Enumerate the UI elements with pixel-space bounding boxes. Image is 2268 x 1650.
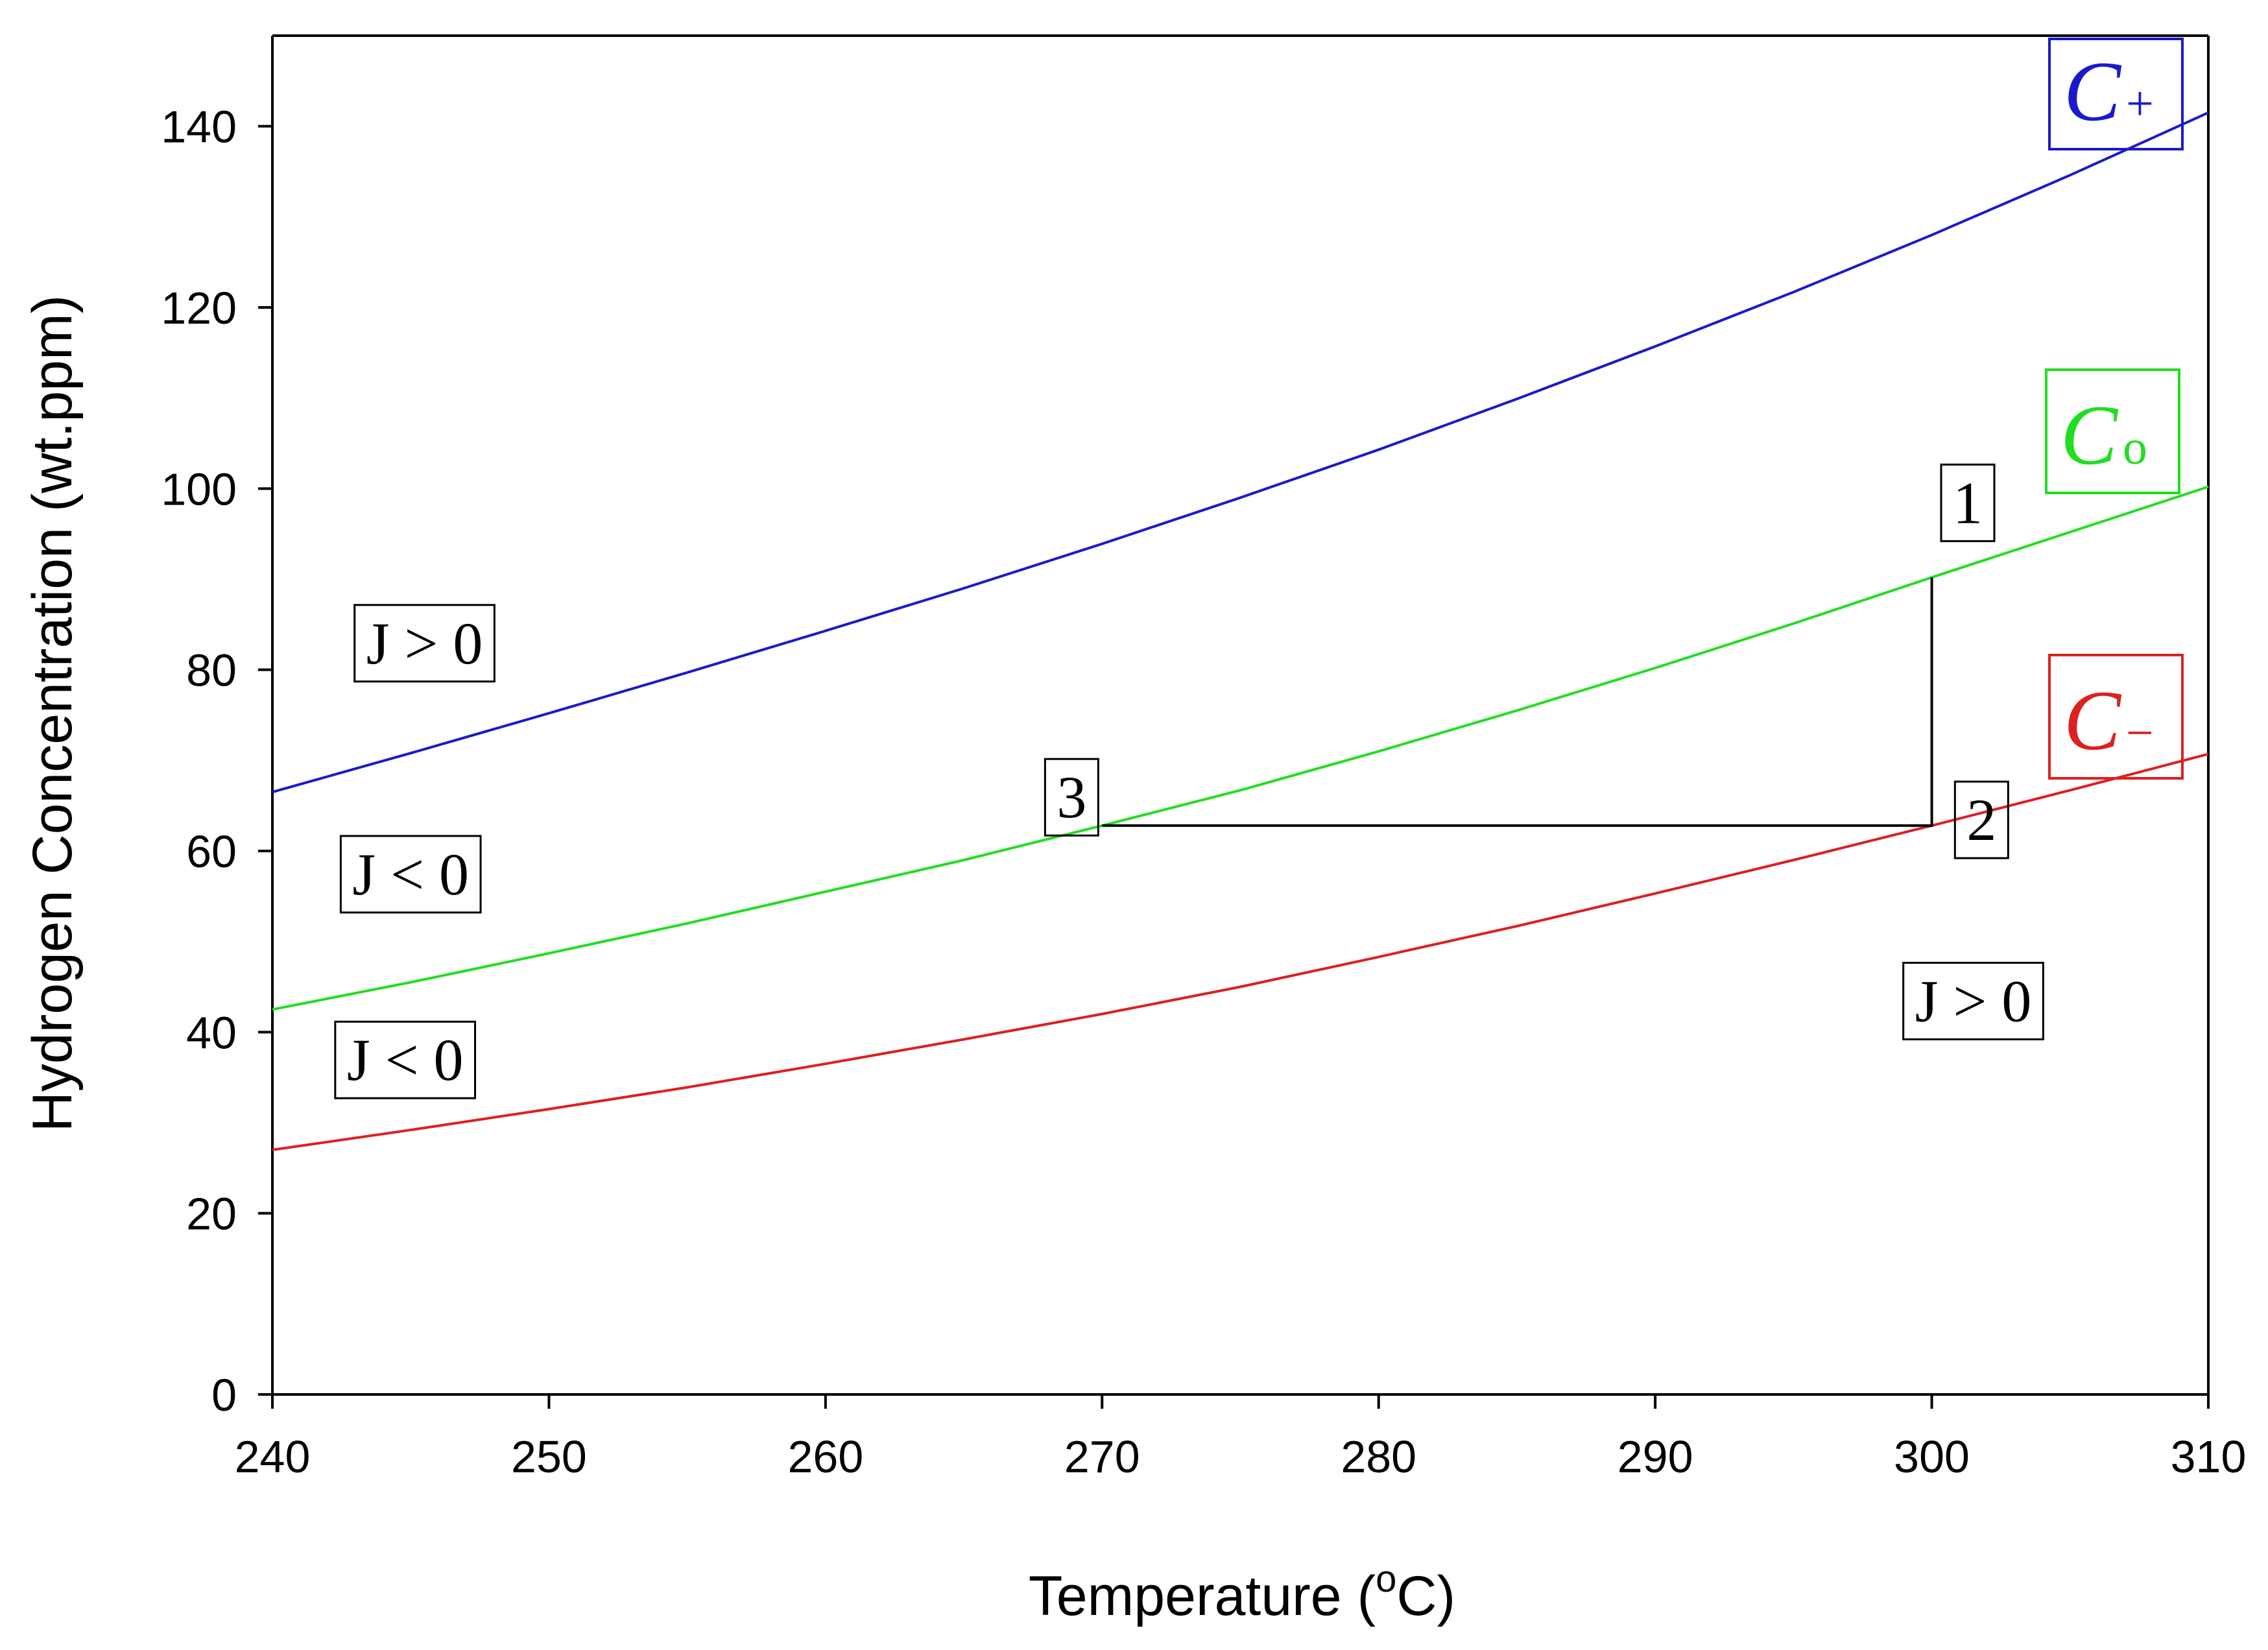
path-layer xyxy=(1102,577,1933,827)
annotation-frame xyxy=(1902,961,2044,1040)
x-axis-title-main: Temperature ( xyxy=(1029,1565,1376,1627)
annotation-frame xyxy=(339,835,482,914)
annotation-frame xyxy=(1044,758,1099,837)
annotation-label: 3 xyxy=(1056,764,1086,830)
c-o-line xyxy=(272,485,2209,1011)
annotation-box: J > 0 xyxy=(353,604,495,683)
x-axis-title: Temperature (oC) xyxy=(1029,1558,1455,1627)
legend-frame xyxy=(2045,368,2180,494)
annotation-label: J < 0 xyxy=(347,1027,464,1093)
annotation-label: J > 0 xyxy=(1915,968,2032,1034)
y-tick-label: 60 xyxy=(186,826,237,877)
annotations: J > 0 J < 0 J < 0 J > 0 1 2 3 xyxy=(334,463,2044,1099)
y-tick-label: 20 xyxy=(186,1189,237,1239)
annotation-box: 2 xyxy=(1953,780,2009,859)
y-tick-label: 0 xyxy=(211,1370,237,1420)
series-layer xyxy=(272,111,2209,1151)
legend-main-letter: C xyxy=(2064,43,2122,139)
annotation-frame xyxy=(1953,780,2009,859)
legend-c-minus: C − xyxy=(2048,654,2184,780)
annotation-frame xyxy=(353,604,495,683)
legend-main-letter: C xyxy=(2060,387,2119,483)
annotation-frame xyxy=(1940,463,1996,542)
c-minus-line xyxy=(272,752,2209,1151)
process-path-line xyxy=(1102,577,1933,827)
y-axis-title: Hydrogen Concentration (wt.ppm) xyxy=(21,295,84,1132)
legend-subscript: − xyxy=(2126,706,2154,760)
legend-label: C + xyxy=(2064,43,2154,139)
annotation-box: J > 0 xyxy=(1902,961,2044,1040)
x-tick-label: 240 xyxy=(235,1431,311,1482)
legend: C +C oC − xyxy=(2045,38,2184,780)
y-ticks: 0 20 40 60 80 100 120 140 xyxy=(161,102,272,1420)
legend-subscript: o xyxy=(2123,420,2147,475)
annotation-box: J < 0 xyxy=(339,835,482,914)
x-tick-label: 260 xyxy=(787,1431,863,1482)
legend-frame xyxy=(2048,38,2184,150)
legend-frame xyxy=(2048,654,2184,780)
annotation-label: J < 0 xyxy=(352,841,469,907)
legend-subscript: + xyxy=(2126,77,2154,131)
annotation-box: 1 xyxy=(1940,463,1996,542)
y-tick-label: 40 xyxy=(186,1007,237,1058)
annotation-label: 2 xyxy=(1966,787,1996,853)
annotation-label: 1 xyxy=(1953,470,1983,536)
x-tick-label: 270 xyxy=(1064,1431,1140,1482)
x-tick-label: 250 xyxy=(511,1431,587,1482)
x-tick-label: 280 xyxy=(1341,1431,1416,1482)
annotation-box: 3 xyxy=(1044,758,1099,837)
x-axis-title-tail: C) xyxy=(1396,1565,1455,1627)
y-tick-label: 100 xyxy=(161,464,237,514)
x-tick-label: 310 xyxy=(2171,1431,2247,1482)
annotation-box: J < 0 xyxy=(334,1020,477,1099)
legend-label: C − xyxy=(2064,673,2154,768)
annotation-label: J > 0 xyxy=(366,610,483,676)
y-tick-label: 80 xyxy=(186,645,237,696)
x-tick-label: 290 xyxy=(1617,1431,1693,1482)
c-plus-line xyxy=(272,111,2209,794)
annotation-frame xyxy=(334,1020,477,1099)
legend-main-letter: C xyxy=(2064,673,2122,768)
x-tick-label: 300 xyxy=(1894,1431,1970,1482)
x-axis-title-sup: o xyxy=(1376,1558,1396,1600)
legend-c-plus: C + xyxy=(2048,38,2184,150)
y-tick-label: 120 xyxy=(161,283,237,333)
plot-frame xyxy=(271,34,2210,1396)
x-ticks: 240 250 260 270 280 290 300 310 xyxy=(235,1394,2247,1482)
y-tick-label: 140 xyxy=(161,102,237,152)
